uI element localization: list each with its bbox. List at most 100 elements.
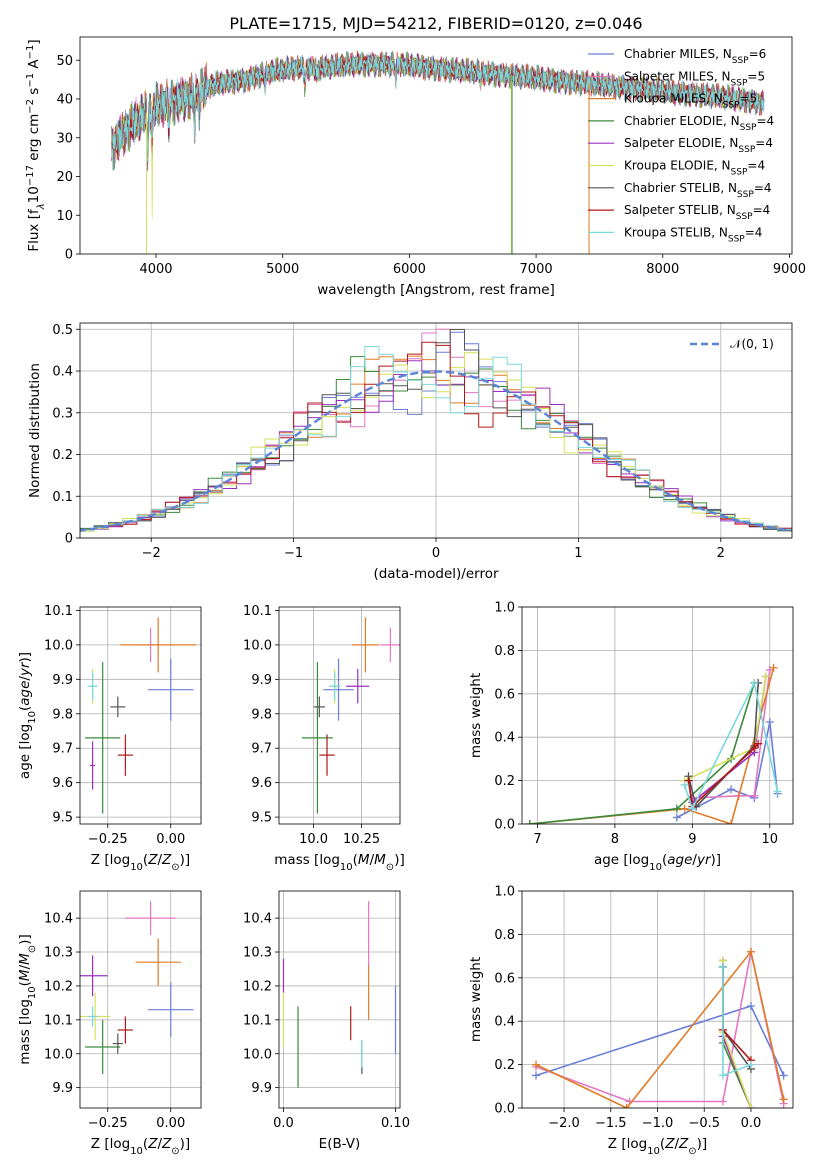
series-marker xyxy=(684,776,693,785)
y-tick-label: 9.6 xyxy=(52,776,73,791)
series-marker xyxy=(746,1104,755,1108)
y-axis-label: mass [log10(M/M⊙)] xyxy=(17,934,38,1064)
y-tick-label: 0.0 xyxy=(494,818,515,833)
error-bar-point xyxy=(112,1033,123,1054)
x-tick-label: 7 xyxy=(533,832,541,847)
x-tick-label: −0.25 xyxy=(88,1116,128,1131)
histogram-series xyxy=(80,341,792,532)
error-bar-point xyxy=(80,955,108,997)
y-tick-label: 10.3 xyxy=(44,946,73,961)
x-tick-label: −1 xyxy=(284,546,303,561)
y-tick-label: 10.0 xyxy=(44,638,73,653)
spectrum-legend: Chabrier MILES, NSSP=6 Salpeter MILES, NS… xyxy=(588,47,774,244)
grid-lines xyxy=(80,891,201,1108)
error-bar-point xyxy=(328,672,341,700)
series-marker xyxy=(680,780,689,789)
series-marker xyxy=(773,787,782,796)
axes-frame xyxy=(521,890,794,1109)
error-bar-point xyxy=(148,982,194,1037)
error-bar-point xyxy=(85,1019,121,1075)
mass-weight-vs-metallicity-panel: −2.0 −1.5 −1.0 −0.5 0.0 0.0 0.2 0.4 0.6 0.8 1.0 Z [… xyxy=(468,885,794,1157)
y-tick-label: 0 xyxy=(65,532,73,547)
y-tick-label: 9.7 xyxy=(52,742,73,757)
mass-weight-series xyxy=(683,680,779,811)
y-axis-label: mass weight xyxy=(468,673,484,758)
series-marker xyxy=(750,791,759,800)
error-bar-point xyxy=(87,1006,98,1027)
normal-curve xyxy=(80,370,792,532)
x-axis-label: mass [log10(M/M⊙)] xyxy=(274,852,404,873)
y-tick-label: 10.4 xyxy=(44,912,73,927)
error-bar-point xyxy=(117,734,133,776)
legend-entry: Salpeter ELODIE, NSSP=4 xyxy=(624,136,773,155)
figure-title: PLATE=1715, MJD=54212, FIBERID=0120, z=0… xyxy=(229,14,642,33)
residual-histogram-panel: −2 −1 0 1 2 0 0.1 0.2 0.3 0.4 0.5 (data-model)/erro… xyxy=(27,322,793,582)
series-marker xyxy=(765,718,774,727)
axes-frame xyxy=(79,322,793,539)
y-axis-label: Flux [fλ10−17 erg cm−2 s−1 A−1] xyxy=(25,39,47,251)
age-vs-mass-panel: 10.0 10.25 9.5 9.6 9.7 9.8 9.9 10.0 10.1 mass [lo… xyxy=(243,604,405,873)
axes-frame xyxy=(278,606,401,825)
y-tick-label: 20 xyxy=(56,170,73,185)
mass-weight-series xyxy=(529,682,756,824)
y-tick-label: 0.4 xyxy=(52,365,73,380)
y-tick-label: 9.6 xyxy=(251,776,272,791)
y-tick-label: 9.8 xyxy=(251,707,272,722)
x-tick-label: 0.0 xyxy=(273,1116,294,1131)
x-tick-label: 10.25 xyxy=(343,832,380,847)
x-axis-label: E(B-V) xyxy=(319,1136,361,1152)
grid-lines xyxy=(80,607,201,824)
grid-lines xyxy=(522,890,793,1109)
x-tick-label: −1.0 xyxy=(642,1116,674,1131)
error-bar-point xyxy=(313,696,326,718)
axes-frame xyxy=(521,606,794,825)
error-bar-point xyxy=(323,658,354,721)
x-tick-label: −0.5 xyxy=(688,1116,720,1131)
series-marker xyxy=(718,1097,727,1106)
error-bar-point xyxy=(351,617,379,673)
series-marker xyxy=(525,820,534,824)
x-axis-label: Z [log10(Z/Z⊙)] xyxy=(608,1136,707,1157)
error-bar-point xyxy=(120,617,196,673)
legend-entry: Kroupa ELODIE, NSSP=4 xyxy=(624,159,765,178)
plot-area xyxy=(302,617,400,814)
y-tick-label: 30 xyxy=(56,131,73,146)
legend-entry: Chabrier MILES, NSSP=6 xyxy=(624,47,766,66)
error-bar-point xyxy=(117,1016,133,1044)
error-bar-point xyxy=(148,658,194,721)
y-tick-label: 9.9 xyxy=(52,1081,73,1096)
error-bar-point xyxy=(125,901,176,936)
plot-area xyxy=(525,663,782,824)
y-tick-label: 0.1 xyxy=(52,490,73,505)
series-marker xyxy=(532,1060,541,1069)
error-bar-point xyxy=(90,741,96,790)
error-bar-point xyxy=(380,627,400,663)
y-tick-label: 10.1 xyxy=(243,604,272,619)
mass-weight-series xyxy=(535,951,785,1104)
y-tick-label: 10.3 xyxy=(243,946,272,961)
y-tick-label: 10.0 xyxy=(44,1047,73,1062)
y-axis-label: Normed distribution xyxy=(27,363,43,498)
mass-weight-series xyxy=(529,667,775,824)
x-tick-label: 0.00 xyxy=(156,1116,185,1131)
y-tick-label: 0.0 xyxy=(494,1102,515,1117)
series-marker xyxy=(761,672,770,681)
x-tick-label: 10 xyxy=(761,832,778,847)
x-axis-label: Z [log10(Z/Z⊙)] xyxy=(91,1136,190,1157)
axes-frame xyxy=(79,890,202,1109)
x-tick-label: −0.25 xyxy=(88,832,128,847)
y-tick-label: 10.1 xyxy=(44,1013,73,1028)
x-tick-label: 0 xyxy=(432,546,440,561)
series-marker xyxy=(750,678,759,687)
series-marker xyxy=(622,1104,631,1108)
series-marker xyxy=(672,813,681,822)
grid-lines xyxy=(279,891,400,1108)
axes-frame xyxy=(79,606,202,825)
y-tick-label: 0 xyxy=(65,248,73,263)
y-tick-label: 0.2 xyxy=(494,1058,515,1073)
y-tick-label: 40 xyxy=(56,93,73,108)
series-marker xyxy=(779,1071,788,1080)
series-marker xyxy=(680,804,689,813)
y-tick-label: 9.9 xyxy=(52,673,73,688)
